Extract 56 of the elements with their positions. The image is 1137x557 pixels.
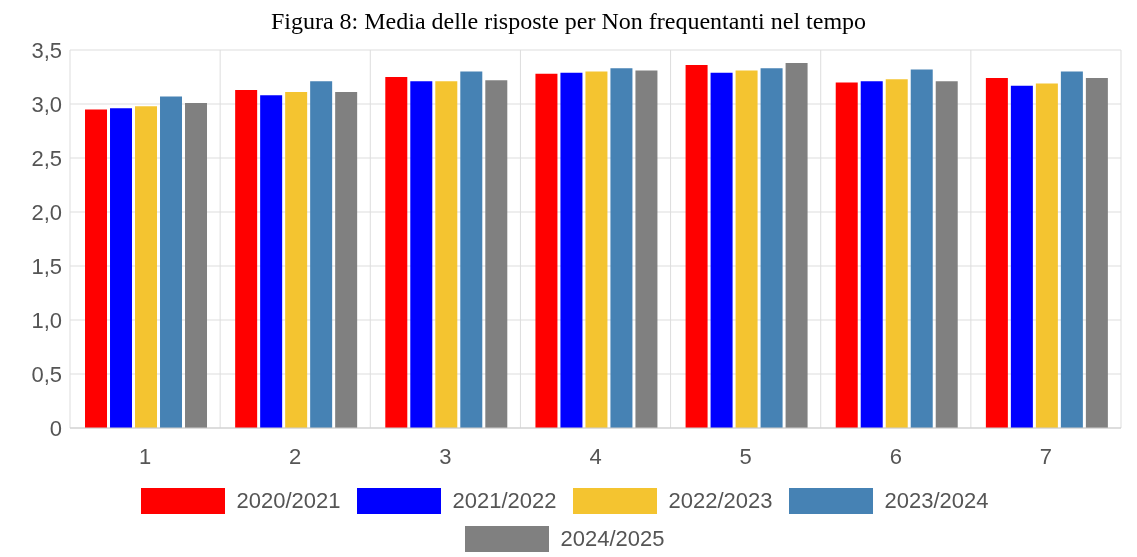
bar — [310, 81, 333, 428]
bar — [985, 78, 1008, 428]
bar — [235, 89, 258, 428]
bar — [385, 77, 408, 428]
bar — [1035, 83, 1058, 428]
bar — [1085, 78, 1108, 428]
bar — [610, 68, 633, 428]
legend-label: 2024/2025 — [560, 526, 665, 552]
bar — [835, 82, 858, 428]
x-tick-label: 5 — [739, 443, 752, 469]
bar — [885, 79, 908, 428]
bar — [785, 62, 808, 428]
y-tick-label: 2,0 — [31, 199, 62, 225]
bar — [685, 65, 708, 428]
bar — [1010, 85, 1033, 428]
x-tick-label: 1 — [138, 443, 152, 469]
bar — [935, 81, 958, 428]
y-tick-label: 2,5 — [31, 145, 62, 171]
bar — [760, 68, 783, 428]
bar — [435, 81, 458, 428]
bar — [535, 73, 558, 428]
bar — [135, 106, 158, 428]
bar — [285, 92, 308, 428]
y-tick-label: 3,0 — [31, 91, 62, 117]
legend-label: 2020/2021 — [236, 488, 341, 514]
bar — [910, 69, 933, 428]
chart-title: Figura 8: Media delle risposte per Non frequentanti nel tempo — [269, 8, 868, 34]
y-tick-label: 1,5 — [31, 253, 62, 279]
bar — [110, 108, 133, 428]
bar — [1060, 71, 1083, 428]
x-tick-label: 7 — [1039, 443, 1053, 469]
x-tick-label: 2 — [289, 443, 302, 469]
bar — [185, 102, 208, 428]
bar — [635, 70, 658, 428]
x-tick-label: 6 — [889, 443, 902, 469]
bar — [335, 92, 358, 428]
bar — [260, 95, 283, 428]
bar — [85, 109, 108, 428]
y-tick-label: 0,5 — [31, 361, 62, 387]
bar — [485, 80, 508, 428]
x-tick-label: 4 — [589, 443, 602, 469]
x-tick-label: 3 — [439, 443, 452, 469]
bar — [585, 71, 608, 428]
bar — [735, 70, 758, 428]
y-tick-label: 1,0 — [31, 307, 62, 333]
legend-label: 2022/2023 — [668, 488, 773, 514]
legend-label: 2021/2022 — [452, 488, 557, 514]
legend-label: 2023/2024 — [884, 488, 989, 514]
bar — [460, 71, 483, 428]
bar — [560, 72, 583, 428]
bar — [160, 96, 183, 428]
y-tick-label: 3,5 — [31, 37, 62, 63]
y-tick-label: 0 — [49, 415, 62, 441]
bar — [710, 72, 733, 428]
bar — [860, 81, 883, 428]
bar — [410, 81, 433, 428]
